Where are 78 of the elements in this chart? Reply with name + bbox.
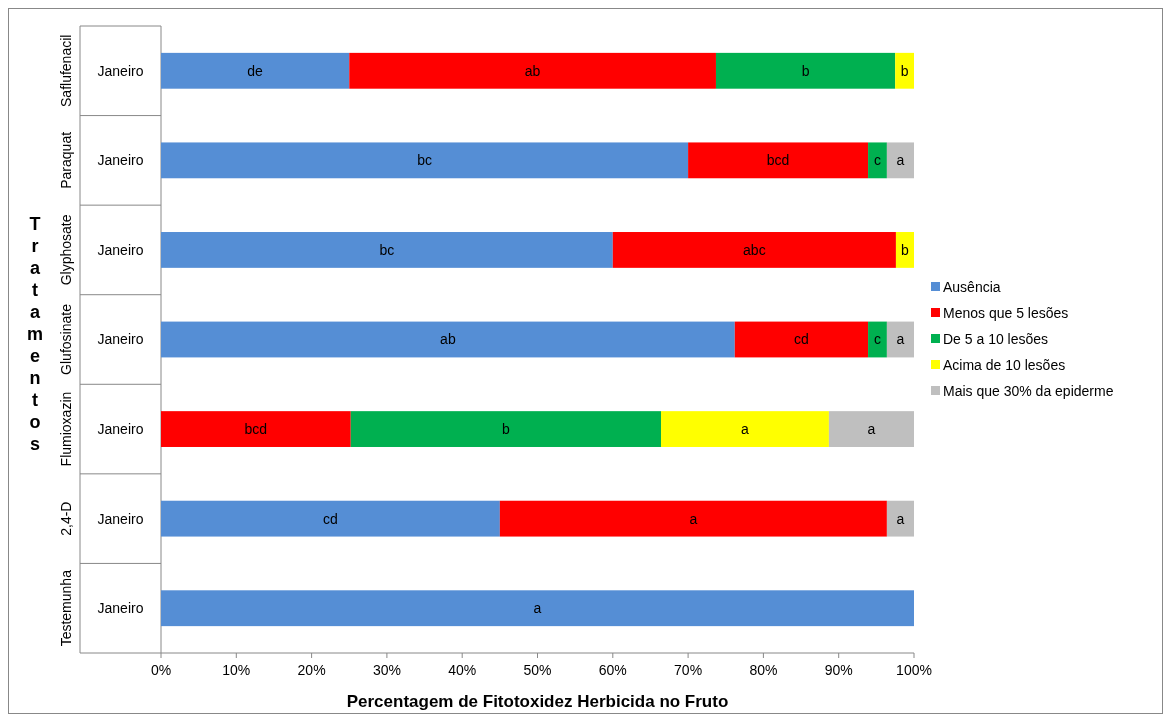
- bar: [886, 321, 914, 358]
- data-label: bcd: [244, 420, 268, 437]
- bar: [660, 411, 829, 447]
- data-label: ab: [440, 331, 456, 348]
- data-label: cd: [323, 510, 338, 527]
- data-label: a: [741, 420, 750, 437]
- data-label: a: [533, 600, 542, 617]
- legend-label: Mais que 30% da epiderme: [943, 382, 1114, 399]
- bar: [886, 142, 914, 179]
- legend-label: Ausência: [943, 278, 1001, 295]
- bar: [161, 232, 613, 268]
- bar: [715, 52, 896, 89]
- bar: [868, 142, 887, 179]
- data-label: c: [873, 331, 881, 348]
- bar: [161, 321, 735, 358]
- y-tick-label: Glyphosate: [58, 214, 74, 286]
- bar: [161, 142, 689, 179]
- x-tick-label: 80%: [749, 662, 778, 678]
- x-tick-label: 70%: [674, 662, 703, 678]
- text: Janeiro: [97, 600, 144, 617]
- text: Janeiro: [97, 241, 144, 258]
- data-label: a: [689, 510, 698, 527]
- data-label: b: [900, 62, 909, 79]
- bar: [895, 232, 914, 268]
- data-label: b: [901, 241, 910, 258]
- bar: [499, 500, 887, 537]
- bar: [828, 411, 914, 447]
- bar: [868, 321, 887, 358]
- y-tick-label: Flumioxazin: [58, 391, 74, 467]
- data-label: de: [247, 62, 264, 79]
- x-tick-label: 20%: [297, 662, 326, 678]
- y-tick-label: Saflufenacil: [58, 34, 74, 107]
- bar: [161, 52, 350, 89]
- bar: [161, 500, 500, 537]
- data-label: b: [501, 420, 510, 437]
- bar: [161, 590, 914, 627]
- text: Janeiro: [97, 62, 144, 79]
- y-tick-label: Testemunha: [58, 569, 74, 647]
- data-label: abc: [743, 241, 766, 258]
- bar: [612, 232, 896, 268]
- legend-label: Menos que 5 lesões: [943, 304, 1069, 321]
- text: Janeiro: [97, 152, 144, 169]
- data-label: ab: [524, 62, 541, 79]
- text: Janeiro: [97, 510, 144, 527]
- text: Tratamentos: [26, 213, 44, 454]
- x-tick-label: 60%: [598, 662, 627, 678]
- legend-label: De 5 a 10 lesões: [943, 330, 1049, 347]
- legend-label: Acima de 10 lesões: [943, 356, 1066, 373]
- data-label: a: [896, 510, 905, 527]
- data-label: cd: [794, 331, 809, 348]
- bar: [734, 321, 869, 358]
- x-tick-label: 100%: [896, 662, 932, 678]
- bar: [161, 411, 351, 447]
- x-tick-label: 50%: [523, 662, 552, 678]
- data-label: a: [896, 152, 905, 169]
- data-label: bc: [417, 152, 432, 169]
- x-tick-label: 90%: [824, 662, 853, 678]
- data-label: bc: [379, 241, 395, 258]
- x-tick-label: 0%: [150, 662, 172, 678]
- x-tick-label: 30%: [372, 662, 401, 678]
- y-tick-label: Paraquat: [58, 131, 74, 189]
- data-label: a: [896, 331, 905, 348]
- bar: [349, 52, 716, 89]
- y-tick-label: Glufosinate: [58, 303, 74, 375]
- data-label: c: [873, 152, 881, 169]
- data-label: b: [801, 62, 810, 79]
- x-tick-label: 10%: [222, 662, 251, 678]
- bar: [688, 142, 869, 179]
- bar: [895, 52, 914, 89]
- data-label: a: [867, 420, 876, 437]
- text: Janeiro: [97, 331, 144, 348]
- x-axis-title: Percentagem de Fitotoxidez Herbicida no Fruto: [346, 692, 729, 711]
- data-label: bcd: [766, 152, 790, 169]
- y-tick-label: 2,4-D: [58, 501, 74, 536]
- bar: [350, 411, 661, 447]
- text: Janeiro: [97, 420, 144, 437]
- x-tick-label: 40%: [448, 662, 477, 678]
- bar: [886, 500, 914, 537]
